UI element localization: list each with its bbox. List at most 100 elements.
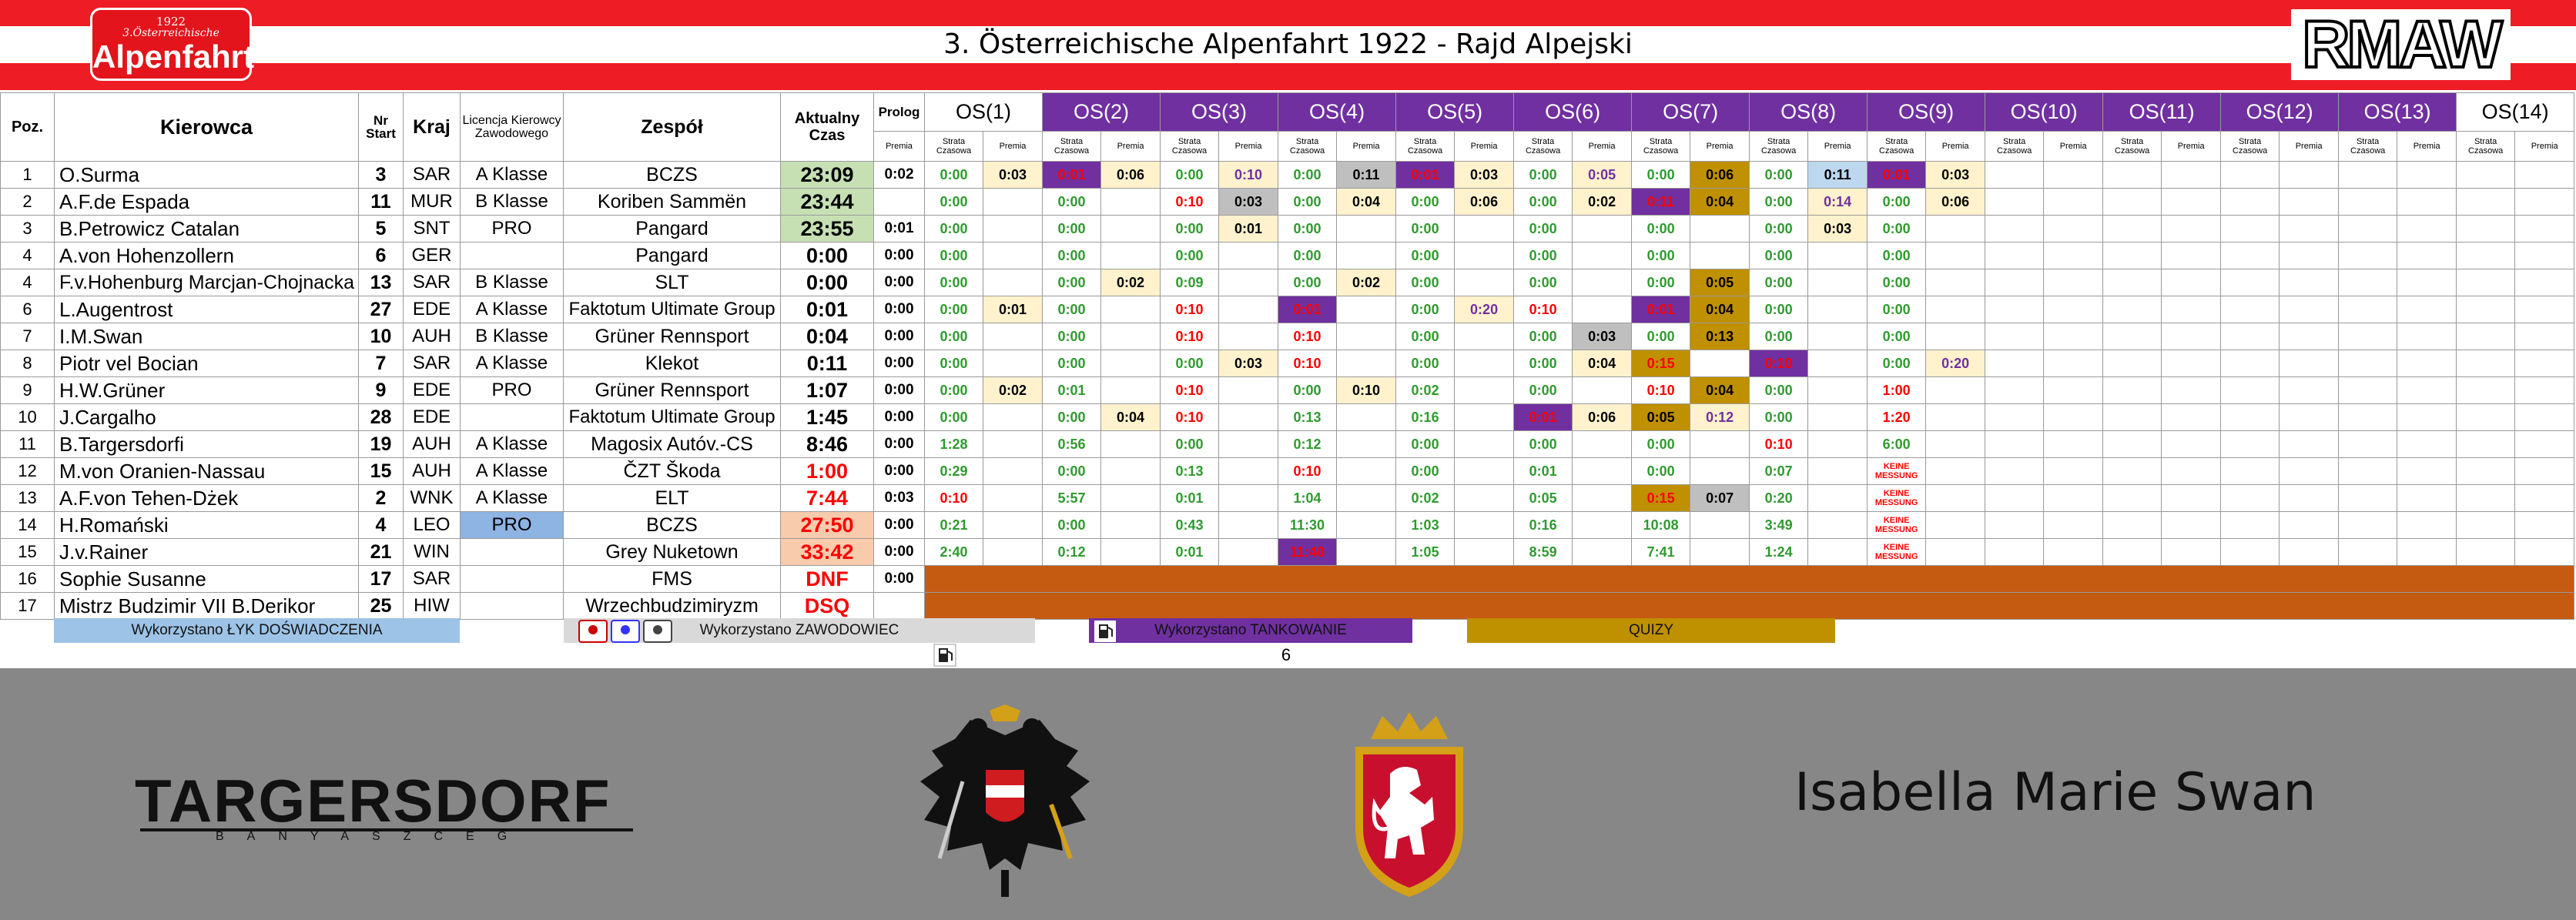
time-loss: 0:01	[1513, 457, 1573, 485]
bonus	[1100, 188, 1161, 216]
bonus	[2514, 215, 2575, 243]
bonus	[982, 484, 1043, 512]
time-loss: 0:05	[1631, 403, 1691, 431]
cell-nr: 3	[358, 161, 404, 189]
bonus	[2161, 296, 2222, 323]
time-loss: 0:02	[1395, 376, 1455, 404]
cell-lic	[460, 403, 564, 431]
time-loss	[2338, 403, 2398, 431]
logo-year: 1922	[156, 15, 186, 28]
cell-pro: 0:02	[873, 161, 925, 189]
cell-team: Wrzechbudzimiryzm	[563, 592, 781, 620]
stage-header: OS(10)	[1985, 92, 2104, 132]
bonus: 0:03	[1925, 161, 1986, 189]
bonus	[2279, 430, 2340, 458]
bonus	[1807, 457, 1868, 485]
time-loss	[2102, 538, 2162, 566]
time-loss: 0:11	[1631, 188, 1691, 216]
bonus	[1100, 457, 1161, 485]
bonus	[1336, 457, 1397, 485]
result-row: 7 I.M.Swan 10 AUH B Klasse Grüner Rennsport 0:…	[0, 323, 2575, 350]
bonus	[1336, 242, 1397, 269]
time-loss	[2220, 161, 2280, 189]
time-loss	[1985, 161, 2045, 189]
bonus: 0:03	[1454, 161, 1515, 189]
bonus	[1690, 242, 1750, 269]
bonus: 0:01	[982, 296, 1043, 323]
bonus	[1454, 350, 1515, 377]
time-loss: 0:20	[1749, 484, 1809, 512]
bonus: 0:04	[1690, 188, 1750, 216]
bonus	[2043, 511, 2104, 539]
time-loss	[1985, 376, 2045, 404]
time-loss: 7:41	[1631, 538, 1691, 566]
time-loss: 0:00	[1867, 269, 1927, 296]
bonus: 0:04	[1690, 296, 1750, 323]
time-loss: 0:00	[1042, 296, 1102, 323]
sub-header: Strata Czasowa	[1042, 131, 1102, 162]
result-row: 15 J.v.Rainer 21 WIN Grey Nuketown 33:42 0:00 2…	[0, 538, 2575, 566]
bonus	[1807, 269, 1868, 296]
cell-pos: 12	[0, 457, 55, 485]
bonus	[1690, 457, 1750, 485]
bonus	[2397, 161, 2457, 189]
cell-lic: A Klasse	[460, 296, 564, 323]
cell-nr: 5	[358, 215, 404, 243]
bonus	[1100, 430, 1161, 458]
time-loss: 0:00	[1160, 242, 1220, 269]
cell-pos: 3	[0, 215, 55, 243]
time-loss	[1985, 296, 2045, 323]
footer	[0, 668, 2576, 920]
bonus	[2043, 296, 2104, 323]
cell-lic: PRO	[460, 376, 564, 404]
bonus	[2514, 161, 2575, 189]
bonus	[1336, 511, 1397, 539]
cell-pos: 11	[0, 430, 55, 458]
bonus	[2397, 188, 2457, 216]
result-row: 10 J.Cargalho 28 EDE Faktotum Ultimate Group…	[0, 403, 2575, 431]
time-loss: 2:40	[924, 538, 983, 566]
time-loss	[2102, 242, 2162, 269]
bonus	[1925, 323, 1986, 350]
cell-ctry: AUH	[403, 430, 461, 458]
bonus	[1572, 269, 1633, 296]
cell-pos: 6	[0, 296, 55, 323]
result-row: 1 O.Surma 3 SAR A Klasse BCZS 23:09 0:02 0:00 0:0…	[0, 161, 2575, 189]
bonus	[2279, 296, 2340, 323]
bonus	[2514, 430, 2575, 458]
bonus	[1807, 350, 1868, 377]
time-loss	[1985, 511, 2045, 539]
cell-nr: 13	[358, 269, 404, 296]
bonus	[1572, 296, 1633, 323]
bonus	[1100, 350, 1161, 377]
time-loss	[2102, 350, 2162, 377]
time-loss: 0:00	[1395, 188, 1455, 216]
bonus	[2397, 511, 2457, 539]
time-loss	[1985, 188, 2045, 216]
bonus: 0:10	[1218, 161, 1279, 189]
cell-lic	[460, 538, 564, 566]
logo-name: Alpenfahrt	[92, 38, 254, 75]
bonus	[2397, 242, 2457, 269]
bonus	[2514, 188, 2575, 216]
time-loss	[2338, 484, 2398, 512]
cell-pro: 0:00	[873, 403, 925, 431]
sub-header: Premia	[1336, 131, 1397, 162]
time-loss: 0:01	[1867, 161, 1927, 189]
time-loss: 0:00	[1513, 215, 1573, 243]
cell-drv: L.Augentrost	[54, 296, 359, 323]
bonus	[2161, 215, 2222, 243]
bonus	[1336, 538, 1397, 566]
lion-arms	[1355, 712, 1463, 897]
time-loss	[2102, 484, 2162, 512]
cell-drv: A.von Hohenzollern	[54, 242, 359, 269]
bonus	[1454, 269, 1515, 296]
cell-ctry: EDE	[403, 296, 461, 323]
bonus: 0:14	[1807, 188, 1868, 216]
bonus	[1218, 403, 1279, 431]
result-row: 14 H.Romański 4 LEO PRO BCZS 27:50 0:00 0:21 0:00…	[0, 511, 2575, 539]
cell-drv: I.M.Swan	[54, 323, 359, 350]
sub-header: Strata Czasowa	[1160, 131, 1220, 162]
sub-header: Premia	[2043, 131, 2104, 162]
cell-nr: 4	[358, 511, 404, 539]
